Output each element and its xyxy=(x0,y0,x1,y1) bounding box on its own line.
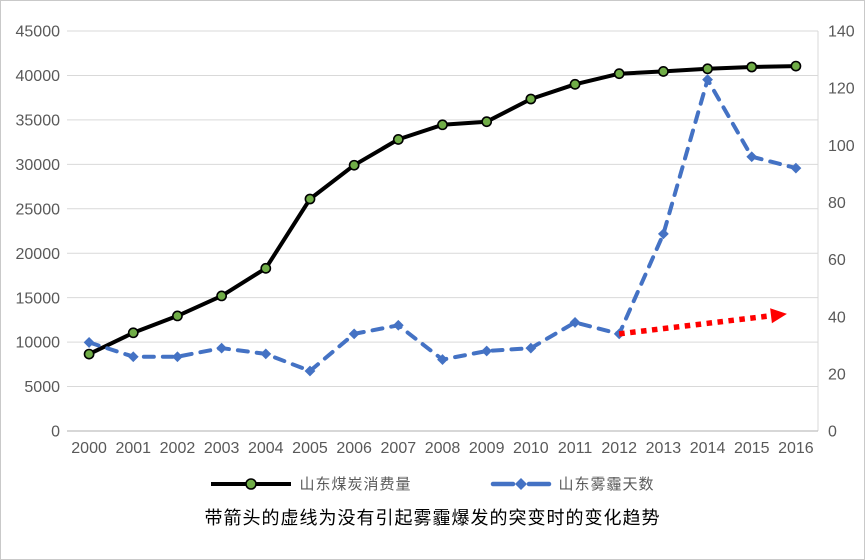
y-axis-left-tick-label: 35000 xyxy=(16,112,61,129)
y-axis-right-tick-label: 100 xyxy=(828,138,855,155)
x-axis-tick-label: 2005 xyxy=(292,440,328,457)
x-axis-tick-label: 2010 xyxy=(513,440,549,457)
figure-caption: 带箭头的虚线为没有引起雾霾爆发的突变时的变化趋势 xyxy=(204,508,661,528)
y-axis-left-tick-label: 30000 xyxy=(16,157,61,174)
coal-marker xyxy=(790,60,802,72)
haze-series-sample-icon xyxy=(490,477,551,490)
y-axis-right-tick-label: 60 xyxy=(828,252,846,269)
haze-marker xyxy=(702,74,713,85)
x-axis-tick-label: 2001 xyxy=(115,440,151,457)
coal-marker xyxy=(304,193,316,205)
x-axis-tick-label: 2014 xyxy=(690,440,726,457)
legend-label-haze: 山东雾霾天数 xyxy=(558,476,655,493)
x-axis-tick-label: 2009 xyxy=(469,440,505,457)
haze-marker xyxy=(304,365,316,377)
y-axis-right-tick-label: 140 xyxy=(828,24,855,41)
haze-marker xyxy=(657,228,669,240)
y-axis-left-tick-label: 10000 xyxy=(16,335,61,352)
coal-marker xyxy=(83,348,95,360)
coal-marker xyxy=(392,134,404,145)
x-axis-tick-label: 2004 xyxy=(248,440,284,457)
coal-marker xyxy=(260,262,272,274)
coal-marker xyxy=(348,159,360,171)
coal-marker xyxy=(437,119,448,131)
y-axis-left-tick-label: 45000 xyxy=(16,24,61,41)
coal-marker xyxy=(172,310,183,322)
legend-item-haze: 山东雾霾天数 xyxy=(490,473,655,494)
x-axis-tick-label: 2013 xyxy=(646,440,682,457)
coal-marker xyxy=(127,327,139,339)
coal-marker xyxy=(746,61,758,73)
legend-label-coal: 山东煤炭消费量 xyxy=(299,476,412,493)
x-axis-tick-label: 2011 xyxy=(558,440,593,457)
coal-marker xyxy=(481,116,493,128)
haze-marker xyxy=(260,348,272,360)
x-axis-tick-label: 2006 xyxy=(336,440,372,457)
legend-item-coal: 山东煤炭消费量 xyxy=(210,473,411,494)
haze-marker xyxy=(392,319,404,331)
y-axis-left-tick-label: 40000 xyxy=(16,68,61,85)
haze-marker xyxy=(525,342,537,354)
haze-marker xyxy=(569,317,581,328)
y-axis-right-tick-label: 0 xyxy=(828,424,837,441)
y-axis-right-tick-label: 80 xyxy=(828,195,846,212)
y-axis-right-tick-label: 20 xyxy=(828,366,846,383)
coal-series-sample-icon xyxy=(211,477,292,490)
haze-marker xyxy=(437,354,448,365)
y-axis-left-tick-label: 15000 xyxy=(16,290,61,307)
y-axis-left-tick-label: 5000 xyxy=(24,379,60,396)
y-axis-right-tick-label: 40 xyxy=(828,309,846,326)
x-axis-tick-label: 2012 xyxy=(601,440,637,457)
coal-marker xyxy=(702,63,713,75)
haze-marker xyxy=(348,328,360,340)
trend-arrow-line xyxy=(618,313,772,337)
x-axis-tick-label: 2003 xyxy=(204,440,240,457)
coal-marker xyxy=(613,68,625,80)
x-axis-tick-label: 2007 xyxy=(381,440,417,457)
haze-marker xyxy=(746,151,758,163)
coal-consumption-line xyxy=(87,64,798,357)
haze-marker xyxy=(172,351,183,363)
y-axis-left-tick-label: 20000 xyxy=(16,246,61,263)
coal-marker xyxy=(657,66,669,77)
haze-marker xyxy=(127,351,139,363)
x-axis-tick-label: 2016 xyxy=(778,440,814,457)
coal-marker xyxy=(569,78,581,90)
coal-marker xyxy=(216,290,228,302)
x-axis-tick-label: 2000 xyxy=(71,440,107,457)
coal-marker xyxy=(525,93,537,105)
trend-arrow-head xyxy=(770,308,787,324)
haze-marker xyxy=(790,162,802,174)
legend: 山东煤炭消费量 山东雾霾天数 xyxy=(1,473,864,494)
x-axis-tick-label: 2002 xyxy=(160,440,196,457)
x-axis-tick-label: 2008 xyxy=(425,440,461,457)
x-axis-tick-label: 2015 xyxy=(734,440,770,457)
haze-marker xyxy=(481,345,493,357)
haze-marker xyxy=(216,342,228,354)
y-axis-left-tick-label: 25000 xyxy=(16,201,61,218)
plot-area: 4500040000350003000025000200001500010000… xyxy=(16,24,855,457)
y-axis-right-tick-label: 120 xyxy=(828,81,855,98)
haze-marker xyxy=(83,337,95,348)
y-axis-left-tick-label: 0 xyxy=(51,424,60,441)
